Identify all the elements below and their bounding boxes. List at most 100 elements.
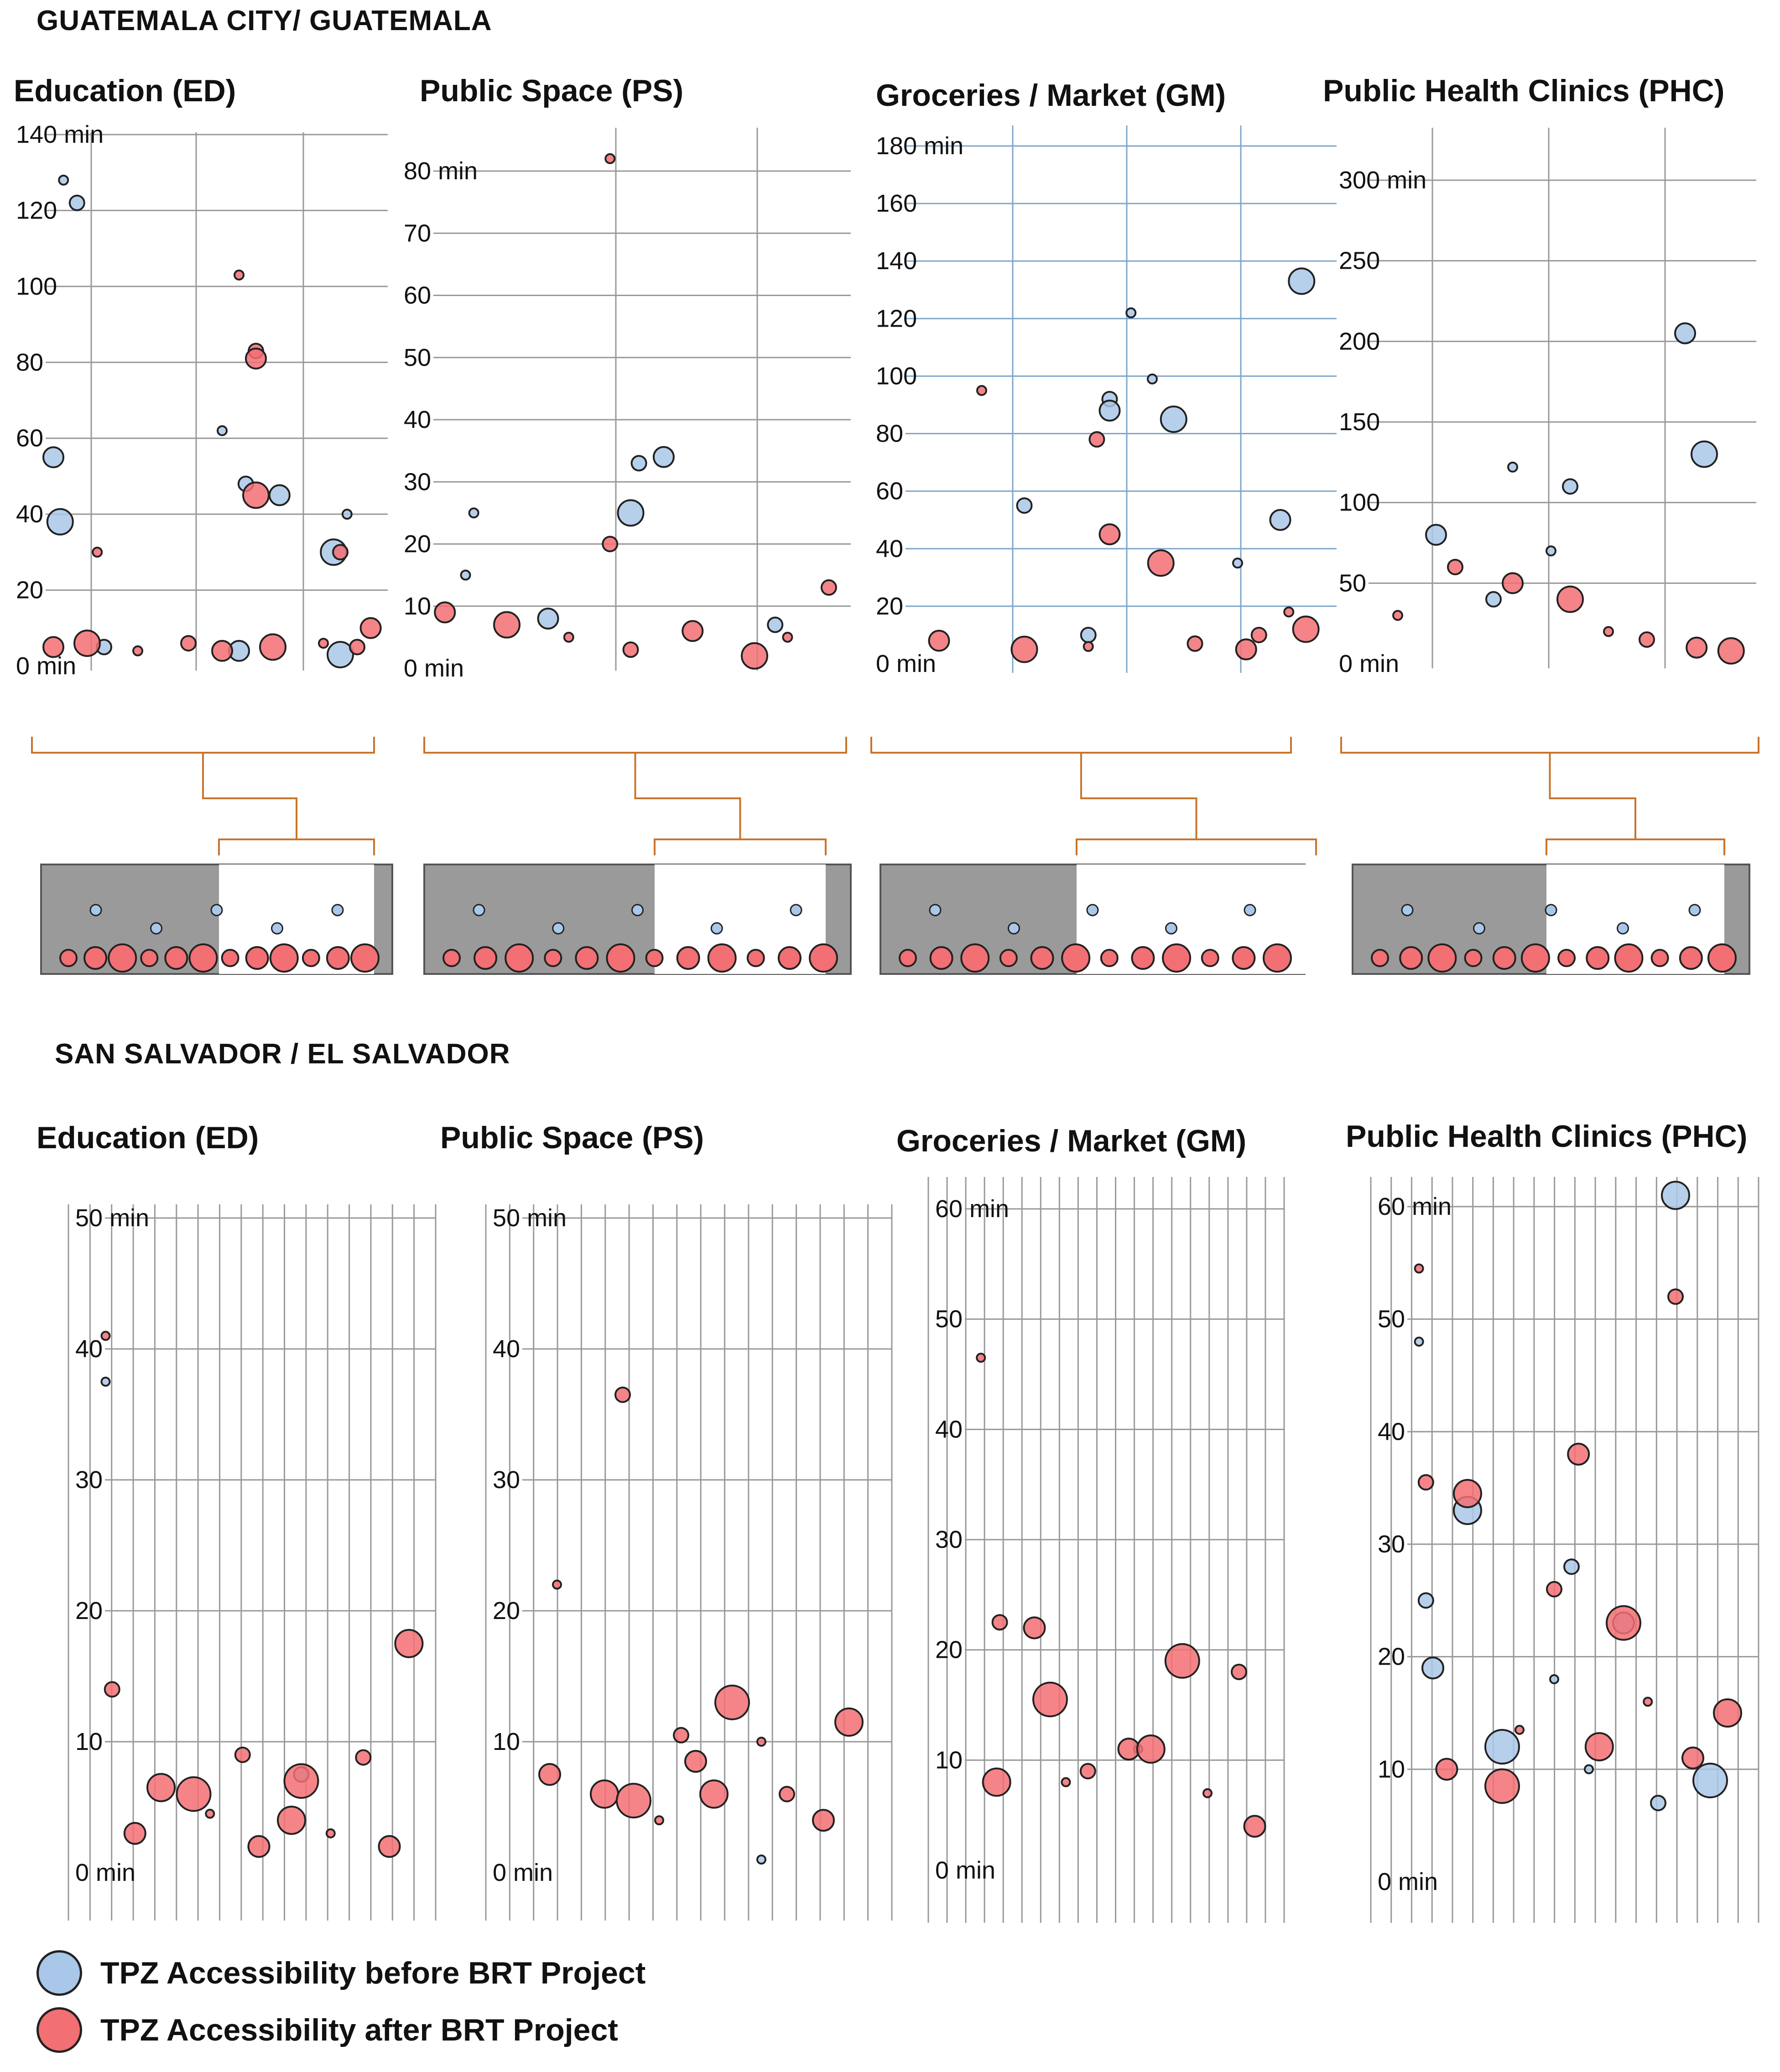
inset-point-before	[1545, 904, 1557, 916]
data-point-after	[1235, 638, 1257, 661]
data-point-after	[976, 385, 987, 396]
inset-point-after	[326, 946, 350, 970]
y-tick-label: 60	[876, 478, 903, 505]
inset-point-after	[350, 943, 380, 973]
y-tick-label: 120	[876, 305, 917, 332]
y-tick-label: 0 min	[75, 1859, 135, 1886]
inset-point-after	[1586, 946, 1610, 970]
data-point-after	[176, 1776, 212, 1812]
zoom-inset-2	[423, 737, 852, 975]
data-point-after	[1713, 1698, 1742, 1728]
inset-point-before	[1473, 922, 1485, 935]
data-point-after	[976, 1353, 986, 1363]
data-point-before	[1417, 1592, 1434, 1609]
data-point-before	[1546, 545, 1556, 557]
y-tick-label: 10	[493, 1728, 520, 1755]
panel-title-gt-ps: Public Space (PS)	[420, 73, 684, 108]
data-point-after	[779, 1786, 795, 1802]
inset-point-after	[575, 946, 599, 970]
data-point-before	[46, 508, 74, 536]
data-point-after	[234, 1746, 251, 1763]
data-point-after	[283, 1763, 319, 1799]
data-point-before	[341, 509, 353, 520]
data-point-before	[460, 569, 471, 581]
inset-point-after	[1464, 949, 1483, 967]
data-point-after	[616, 1783, 651, 1819]
data-point-after	[1117, 1738, 1140, 1761]
data-point-before	[1425, 524, 1447, 546]
y-tick-label: 100	[16, 273, 57, 300]
inset-point-after	[1232, 946, 1256, 970]
data-point-before	[1485, 591, 1502, 608]
inset-point-before	[552, 922, 565, 935]
inset-point-after	[1030, 946, 1054, 970]
data-point-before	[468, 507, 479, 519]
data-point-before	[1232, 557, 1243, 569]
data-point-before	[756, 1854, 766, 1865]
y-tick-label: 40	[16, 500, 43, 528]
data-point-before	[1421, 1656, 1444, 1680]
inset-point-after	[140, 949, 159, 967]
y-tick-label: 40	[493, 1335, 520, 1363]
bracket	[1076, 838, 1317, 855]
data-point-before	[767, 616, 784, 633]
inset-point-after	[1263, 943, 1292, 973]
data-point-after	[1061, 1777, 1071, 1787]
data-point-after	[325, 1828, 336, 1838]
inset-point-after	[83, 946, 108, 970]
data-point-after	[73, 630, 101, 657]
data-point-before	[1080, 626, 1097, 643]
data-point-after	[493, 611, 520, 639]
data-point-before	[1288, 267, 1316, 295]
data-point-before	[537, 608, 559, 630]
inset-point-after	[1399, 946, 1423, 970]
y-tick-label: 150	[1339, 408, 1380, 436]
data-point-before	[1160, 406, 1187, 433]
legend-after-label: TPZ Accessibility after BRT Project	[100, 2013, 618, 2047]
data-point-after	[123, 1822, 146, 1845]
data-point-before	[58, 174, 69, 186]
bracket	[870, 737, 1292, 754]
inset-point-after	[544, 949, 562, 967]
data-point-after	[1023, 1616, 1046, 1640]
data-point-before	[1098, 400, 1121, 422]
data-point-after	[242, 481, 270, 509]
y-tick-label: 40	[75, 1335, 103, 1363]
data-point-after	[1515, 1725, 1525, 1735]
data-point-before	[1507, 461, 1518, 473]
legend-after-swatch	[36, 2007, 82, 2053]
y-tick-label: 50 min	[493, 1204, 567, 1232]
y-tick-label: 10	[404, 593, 431, 620]
y-tick-label: 0 min	[935, 1857, 995, 1884]
y-tick-label: 30	[404, 468, 431, 495]
y-tick-label: 140 min	[16, 121, 104, 148]
inset-point-after	[221, 949, 239, 967]
data-point-after	[349, 639, 365, 656]
data-point-after	[1546, 1581, 1562, 1598]
data-point-after	[104, 1681, 120, 1698]
y-tick-label: 80 min	[404, 157, 478, 185]
bracket	[423, 737, 847, 754]
data-point-after	[1010, 635, 1038, 663]
zoom-inset-4	[1340, 737, 1759, 975]
inset-point-before	[710, 922, 723, 935]
data-point-after	[1088, 431, 1105, 448]
y-tick-label: 40	[1378, 1418, 1405, 1445]
data-point-after	[259, 633, 286, 661]
legend-before: TPZ Accessibility before BRT Project	[36, 1948, 645, 1998]
inset-point-before	[150, 922, 162, 935]
data-point-after	[1556, 585, 1584, 613]
data-point-after	[1147, 549, 1175, 577]
data-point-after	[1079, 1763, 1096, 1780]
y-tick-label: 50	[935, 1306, 963, 1333]
data-point-before	[1674, 322, 1696, 344]
data-point-after	[673, 1727, 689, 1744]
data-point-before	[1016, 497, 1033, 514]
data-point-after	[756, 1737, 766, 1747]
chart-sv-ps: 0 min 10 20 30 40 50 min	[485, 1204, 893, 1921]
data-point-after	[277, 1806, 306, 1835]
data-point-after	[812, 1809, 835, 1832]
data-point-after	[654, 1815, 664, 1826]
data-point-after	[1231, 1664, 1247, 1680]
